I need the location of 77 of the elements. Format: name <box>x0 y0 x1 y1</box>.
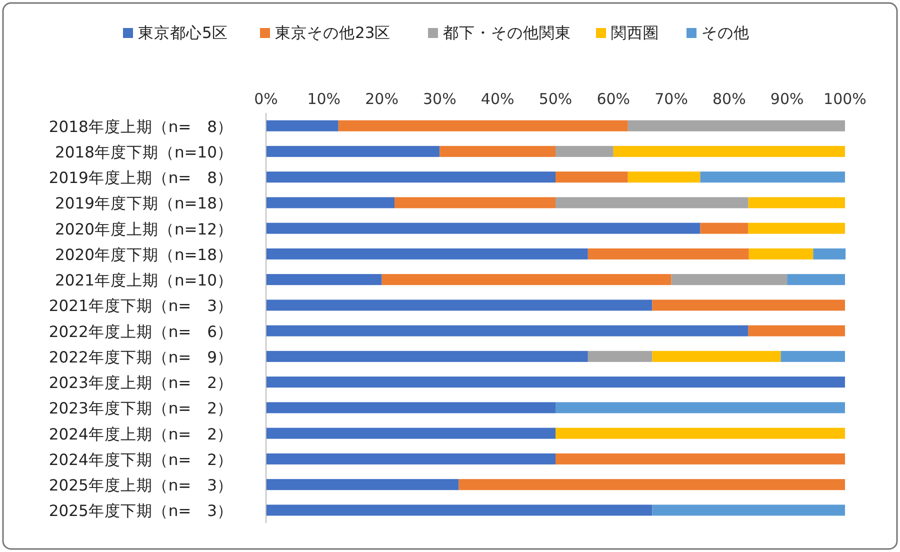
bar <box>266 504 652 516</box>
y-tick-label: 2019年度下期（n=18） <box>55 194 233 213</box>
bar <box>652 350 781 362</box>
bar <box>266 402 556 414</box>
y-tick-label: 2021年度下期（n= 3） <box>48 297 233 316</box>
bar <box>652 300 845 311</box>
bar <box>813 248 846 260</box>
bar <box>266 428 556 439</box>
y-tick-label: 2019年度上期（n= 8） <box>48 169 233 188</box>
bar <box>382 274 672 286</box>
y-tick-label: 2024年度下期（n= 2） <box>48 450 233 469</box>
legend-label: 都下・その他関東 <box>443 24 571 42</box>
bar <box>556 172 628 183</box>
bar <box>266 172 556 183</box>
bar <box>787 274 845 286</box>
bar <box>338 120 628 132</box>
bar <box>700 222 748 234</box>
bar <box>266 300 652 311</box>
bar <box>394 197 556 208</box>
bar <box>588 248 749 260</box>
bar <box>652 504 845 516</box>
bar <box>266 325 748 336</box>
legend-label: 東京その他23区 <box>275 24 391 42</box>
bar <box>266 274 382 286</box>
bar <box>748 197 845 208</box>
bar <box>266 197 395 208</box>
bar <box>266 146 440 157</box>
x-tick-label: 70% <box>654 90 688 108</box>
bar <box>748 222 845 234</box>
bar <box>628 120 845 132</box>
bar <box>556 146 614 157</box>
x-tick-label: 10% <box>307 90 341 108</box>
x-tick-label: 30% <box>423 90 456 108</box>
x-tick-label: 80% <box>712 90 746 108</box>
y-tick-label: 2023年度下期（n= 2） <box>48 400 233 418</box>
bar <box>556 402 845 414</box>
bar <box>671 274 788 286</box>
y-tick-label: 2025年度上期（n= 3） <box>48 476 233 495</box>
legend-label: その他 <box>702 24 750 42</box>
x-tick-label: 20% <box>365 90 398 108</box>
y-tick-label: 2018年度下期（n=10） <box>55 143 233 162</box>
bar <box>556 197 748 208</box>
y-tick-label: 2022年度上期（n= 6） <box>48 322 233 341</box>
y-tick-label: 2021年度上期（n=10） <box>55 272 233 290</box>
y-tick-label: 2023年度上期（n= 2） <box>48 374 233 392</box>
bar <box>700 172 845 183</box>
bar <box>556 453 845 464</box>
bar <box>266 120 338 132</box>
y-tick-label: 2020年度上期（n=12） <box>55 220 233 238</box>
y-tick-label: 2025年度下期（n= 3） <box>48 502 233 520</box>
y-tick-label: 2022年度下期（n= 9） <box>48 348 233 366</box>
x-tick-label: 100% <box>824 90 866 108</box>
bar <box>458 479 845 490</box>
x-tick-label: 60% <box>596 90 630 108</box>
y-tick-label: 2024年度上期（n= 2） <box>48 425 233 444</box>
bar <box>628 172 700 183</box>
y-tick-label: 2018年度上期（n= 8） <box>48 118 233 136</box>
bar <box>266 376 845 388</box>
legend-label: 関西圏 <box>611 24 659 42</box>
bar <box>588 350 652 362</box>
legend-label: 東京都心5区 <box>138 24 228 42</box>
x-tick-label: 90% <box>770 90 804 108</box>
x-tick-label: 0% <box>254 90 278 108</box>
y-tick-label: 2020年度下期（n=18） <box>55 246 233 264</box>
bar <box>780 350 845 362</box>
bar <box>266 453 556 464</box>
bar <box>266 248 588 260</box>
bar <box>556 428 845 439</box>
bar <box>266 350 588 362</box>
bar <box>748 248 814 260</box>
x-tick-label: 50% <box>538 90 572 108</box>
bar <box>266 479 459 490</box>
bar <box>440 146 556 157</box>
bar <box>613 146 845 157</box>
bar <box>266 222 700 234</box>
x-tick-label: 40% <box>480 90 514 108</box>
bar <box>748 325 845 336</box>
